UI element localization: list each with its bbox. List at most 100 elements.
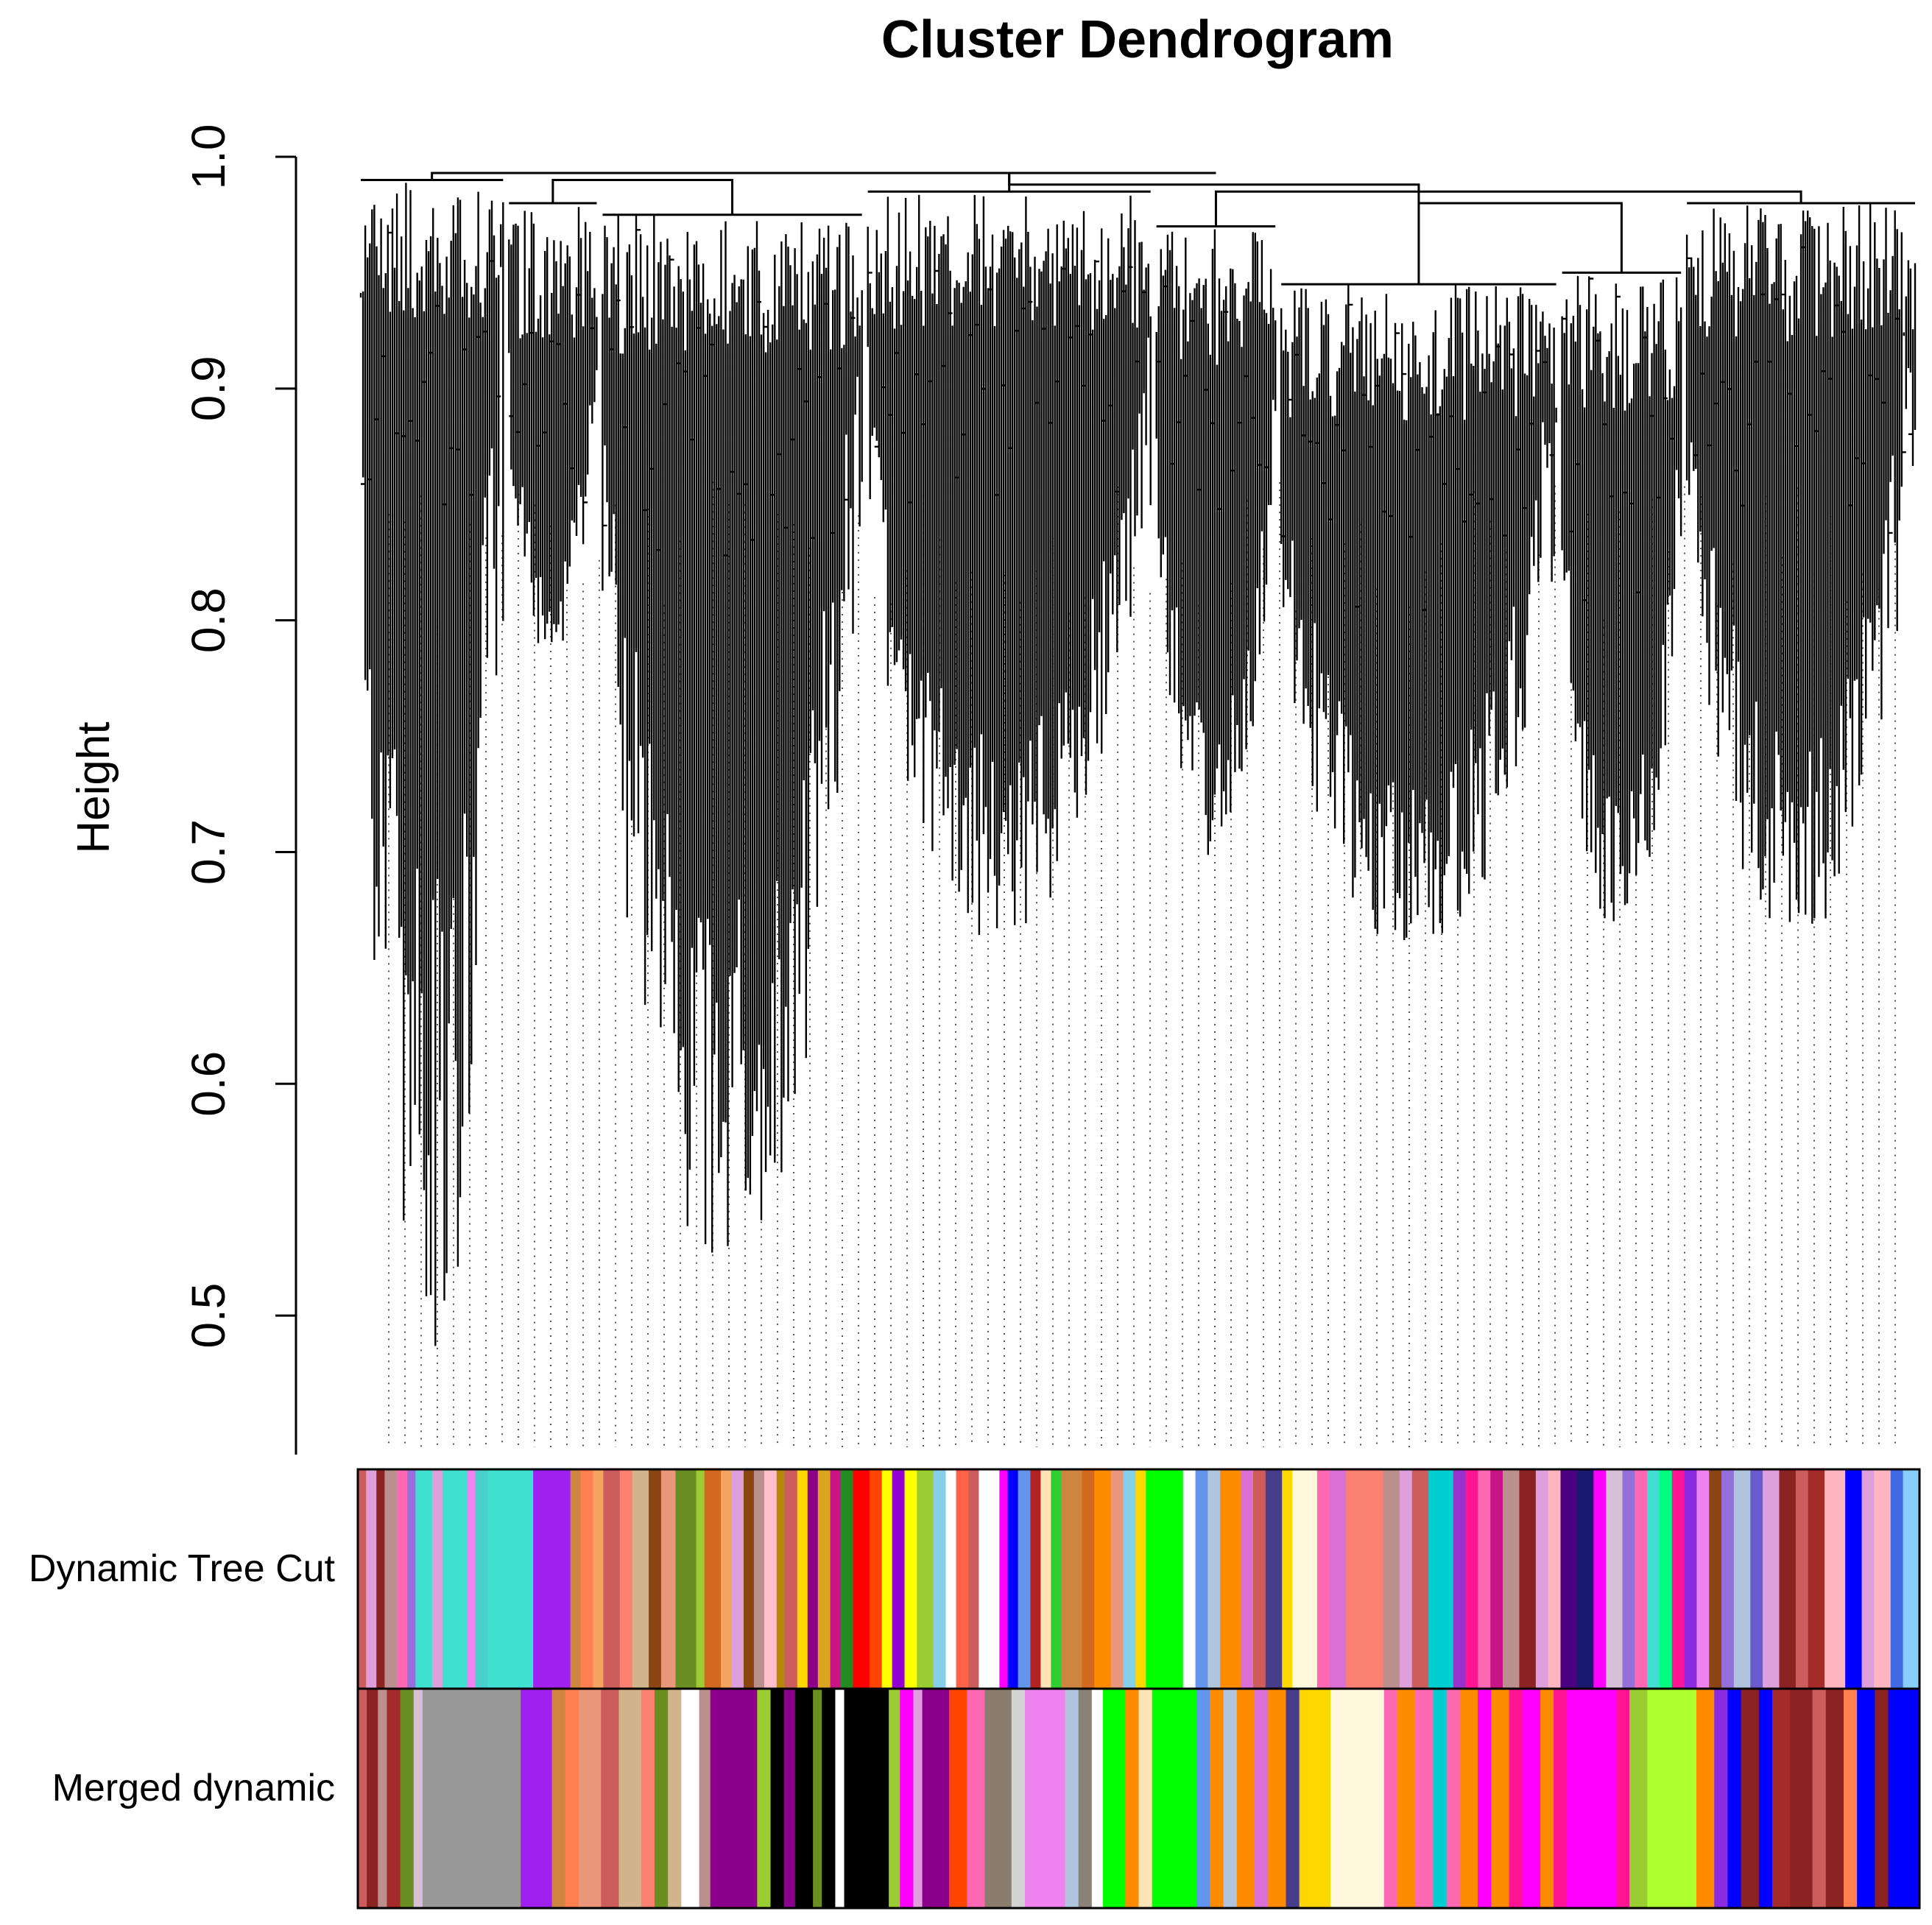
color-segment bbox=[1772, 1689, 1791, 1908]
color-segment bbox=[904, 1469, 917, 1689]
color-segment bbox=[731, 1469, 744, 1689]
color-segment bbox=[521, 1689, 553, 1908]
color-segment bbox=[358, 1469, 367, 1689]
branch-leaves bbox=[359, 183, 504, 1346]
color-segment bbox=[1346, 1469, 1384, 1689]
color-segment bbox=[660, 1469, 677, 1689]
color-segment bbox=[1478, 1689, 1492, 1908]
color-segment bbox=[1415, 1689, 1434, 1908]
branch-leaves bbox=[1685, 203, 1917, 924]
color-segment bbox=[1110, 1469, 1124, 1689]
color-segment bbox=[889, 1689, 900, 1908]
color-segment bbox=[467, 1469, 476, 1689]
color-segment bbox=[948, 1689, 967, 1908]
color-segment bbox=[1091, 1689, 1104, 1908]
color-segment bbox=[431, 1469, 443, 1689]
color-segment bbox=[917, 1469, 934, 1689]
branch-leaves bbox=[1280, 284, 1557, 941]
color-segment bbox=[1383, 1689, 1398, 1908]
color-segment bbox=[1875, 1689, 1889, 1908]
color-segment bbox=[618, 1689, 642, 1908]
color-segment bbox=[1286, 1689, 1300, 1908]
dendrogram-branch-B bbox=[508, 202, 598, 643]
color-segment bbox=[922, 1689, 950, 1908]
color-segment bbox=[603, 1469, 621, 1689]
color-segment bbox=[641, 1689, 655, 1908]
color-segment bbox=[415, 1469, 433, 1689]
color-segment bbox=[1790, 1689, 1813, 1908]
color-segment bbox=[1535, 1469, 1549, 1689]
color-segment bbox=[1509, 1689, 1523, 1908]
color-segment bbox=[1065, 1689, 1079, 1908]
color-row-1: Merged dynamic bbox=[52, 1687, 1921, 1910]
color-row-border bbox=[356, 1687, 1921, 1910]
color-segment bbox=[1018, 1469, 1031, 1689]
y-tick-label: 0.7 bbox=[182, 819, 235, 885]
color-segment bbox=[1825, 1689, 1844, 1908]
dendrogram-branch-G bbox=[1561, 271, 1682, 922]
color-segment bbox=[1560, 1469, 1578, 1689]
color-segment bbox=[984, 1689, 1012, 1908]
color-segment bbox=[1576, 1469, 1594, 1689]
color-segment bbox=[1890, 1469, 1904, 1689]
color-segment bbox=[1763, 1469, 1780, 1689]
color-segment bbox=[1195, 1469, 1208, 1689]
color-segment bbox=[968, 1469, 979, 1689]
color-segment bbox=[844, 1689, 889, 1908]
top-merge-link bbox=[551, 178, 734, 215]
color-segment bbox=[1397, 1689, 1416, 1908]
color-row-label: Dynamic Tree Cut bbox=[29, 1547, 336, 1590]
color-segment bbox=[900, 1689, 914, 1908]
y-tick-label: 0.8 bbox=[182, 587, 235, 653]
color-segment bbox=[1383, 1469, 1400, 1689]
color-segment bbox=[830, 1469, 842, 1689]
color-segment bbox=[1903, 1469, 1920, 1689]
dendrogram-branch-C bbox=[602, 213, 863, 1253]
color-segment bbox=[1103, 1689, 1126, 1908]
color-segment bbox=[999, 1469, 1009, 1689]
color-segment bbox=[1411, 1469, 1429, 1689]
dendrogram-branch-F bbox=[1280, 283, 1557, 941]
color-segment bbox=[1007, 1469, 1019, 1689]
color-segment bbox=[1779, 1469, 1797, 1689]
color-row-0: Dynamic Tree Cut bbox=[29, 1468, 1921, 1690]
color-segment bbox=[1861, 1469, 1875, 1689]
color-segment bbox=[807, 1469, 819, 1689]
color-segment bbox=[704, 1469, 722, 1689]
color-segment bbox=[1265, 1469, 1283, 1689]
color-segment bbox=[840, 1469, 854, 1689]
color-segment bbox=[1727, 1689, 1742, 1908]
color-segment bbox=[710, 1689, 722, 1908]
color-segment bbox=[1210, 1689, 1224, 1908]
color-segment bbox=[619, 1469, 633, 1689]
dendrogram-branch-D bbox=[867, 190, 1152, 936]
y-tick-label: 0.6 bbox=[182, 1051, 235, 1117]
color-segment bbox=[933, 1469, 947, 1689]
color-segment bbox=[1812, 1689, 1827, 1908]
color-segment bbox=[366, 1469, 377, 1689]
color-segment bbox=[413, 1689, 423, 1908]
y-tick-label: 0.9 bbox=[182, 356, 235, 421]
color-segment bbox=[1548, 1469, 1562, 1689]
color-segment bbox=[1478, 1469, 1491, 1689]
color-segment bbox=[397, 1469, 408, 1689]
color-segment bbox=[967, 1689, 986, 1908]
color-segment bbox=[881, 1469, 893, 1689]
color-segment bbox=[696, 1469, 705, 1689]
color-segment bbox=[1236, 1689, 1255, 1908]
color-segment bbox=[770, 1689, 785, 1908]
color-segment bbox=[1040, 1469, 1052, 1689]
color-segment bbox=[367, 1689, 378, 1908]
branch-leaves bbox=[1155, 229, 1277, 855]
color-segment bbox=[776, 1469, 786, 1689]
color-segment bbox=[1078, 1689, 1093, 1908]
dendrogram-branch-H bbox=[1685, 202, 1917, 924]
color-segment bbox=[1671, 1469, 1685, 1689]
color-segment bbox=[797, 1469, 808, 1689]
color-segment bbox=[593, 1469, 604, 1689]
color-row-label: Merged dynamic bbox=[52, 1767, 335, 1809]
dendrogram-branch-A bbox=[359, 178, 504, 1346]
color-segment bbox=[753, 1469, 765, 1689]
color-segment bbox=[822, 1689, 836, 1908]
color-segment bbox=[1758, 1689, 1773, 1908]
